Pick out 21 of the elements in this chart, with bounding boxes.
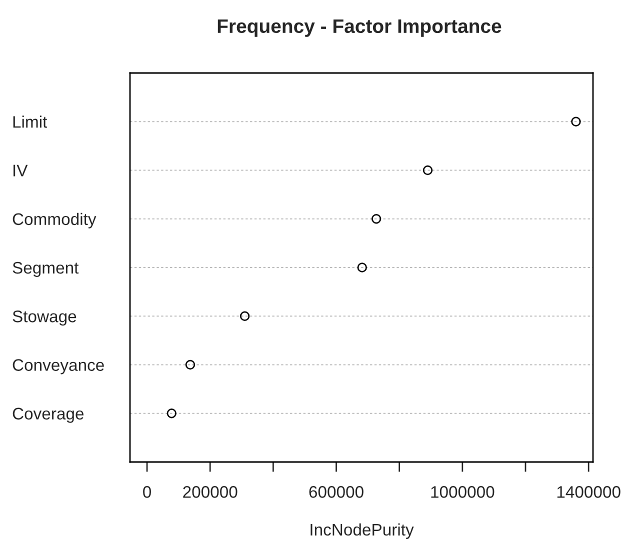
- y-tick-label: Commodity: [12, 212, 96, 228]
- point: [371, 214, 382, 224]
- point: [185, 360, 196, 370]
- y-tick-label: IV: [14, 164, 28, 176]
- x-tick-label: 1400000: [557, 486, 620, 498]
- x-tick-label: 200000: [183, 486, 238, 498]
- y-tick-label: Stowage: [12, 310, 76, 326]
- point: [166, 408, 176, 418]
- y-tick-label: Limit: [13, 116, 48, 128]
- x-axis-title: IncNodePurity: [310, 523, 414, 539]
- x-tick-label: 1000000: [431, 486, 494, 498]
- y-tick-label: Segment: [12, 262, 79, 277]
- point: [422, 165, 433, 176]
- y-tick-label: Coverage: [12, 408, 84, 423]
- y-tick-label: Conveyance: [12, 359, 104, 374]
- point: [357, 262, 367, 272]
- point: [571, 116, 581, 126]
- x-tick-label: 0: [143, 486, 152, 498]
- x-tick-label: 600000: [309, 486, 364, 498]
- chart-title: Frequency - Factor Importance: [218, 19, 502, 37]
- point: [240, 311, 250, 321]
